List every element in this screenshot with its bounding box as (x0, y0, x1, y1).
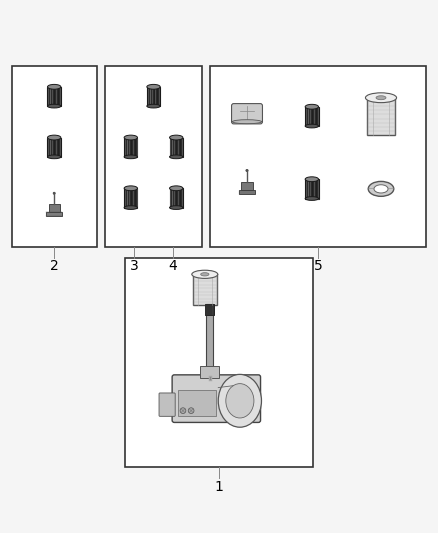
FancyBboxPatch shape (47, 138, 61, 157)
Text: 3: 3 (130, 260, 139, 273)
Ellipse shape (201, 273, 209, 276)
Bar (210, 66, 426, 247)
FancyBboxPatch shape (193, 274, 217, 305)
FancyBboxPatch shape (239, 190, 255, 195)
Ellipse shape (233, 120, 261, 124)
Circle shape (246, 169, 248, 172)
Ellipse shape (170, 155, 183, 159)
Circle shape (188, 408, 194, 414)
FancyBboxPatch shape (178, 390, 215, 416)
Bar (125, 258, 313, 467)
FancyBboxPatch shape (305, 179, 318, 198)
Ellipse shape (124, 155, 138, 159)
FancyBboxPatch shape (46, 212, 62, 216)
FancyBboxPatch shape (305, 107, 318, 126)
Text: 5: 5 (314, 260, 323, 273)
Ellipse shape (365, 93, 396, 103)
FancyBboxPatch shape (200, 366, 219, 378)
Ellipse shape (305, 197, 318, 200)
FancyBboxPatch shape (232, 103, 262, 124)
Ellipse shape (170, 135, 183, 140)
Bar (12, 66, 97, 247)
Text: 1: 1 (215, 480, 223, 494)
Ellipse shape (124, 186, 138, 191)
FancyBboxPatch shape (124, 138, 138, 157)
Ellipse shape (305, 177, 318, 182)
Ellipse shape (124, 206, 138, 209)
FancyBboxPatch shape (159, 393, 175, 416)
Ellipse shape (147, 104, 160, 108)
FancyBboxPatch shape (47, 87, 61, 106)
Ellipse shape (47, 155, 61, 159)
Ellipse shape (47, 104, 61, 108)
FancyBboxPatch shape (205, 304, 215, 315)
FancyBboxPatch shape (170, 188, 183, 207)
FancyBboxPatch shape (203, 370, 216, 379)
FancyBboxPatch shape (49, 204, 60, 212)
Ellipse shape (218, 374, 261, 427)
FancyBboxPatch shape (206, 304, 213, 379)
FancyBboxPatch shape (367, 98, 395, 135)
Text: 4: 4 (168, 260, 177, 273)
Ellipse shape (376, 96, 386, 100)
FancyBboxPatch shape (124, 188, 138, 207)
FancyBboxPatch shape (241, 182, 253, 190)
FancyBboxPatch shape (170, 138, 183, 157)
Ellipse shape (374, 185, 388, 193)
Ellipse shape (305, 124, 318, 128)
Ellipse shape (124, 135, 138, 140)
Ellipse shape (47, 135, 61, 140)
Ellipse shape (47, 84, 61, 89)
Bar (106, 66, 201, 247)
Ellipse shape (147, 84, 160, 89)
FancyBboxPatch shape (147, 87, 160, 106)
Ellipse shape (192, 270, 218, 278)
Ellipse shape (226, 384, 254, 418)
Text: 2: 2 (50, 260, 59, 273)
Ellipse shape (305, 104, 318, 109)
FancyBboxPatch shape (172, 375, 261, 423)
Circle shape (53, 192, 55, 195)
Ellipse shape (170, 206, 183, 209)
Ellipse shape (170, 186, 183, 191)
Ellipse shape (368, 181, 394, 196)
Circle shape (180, 408, 186, 414)
